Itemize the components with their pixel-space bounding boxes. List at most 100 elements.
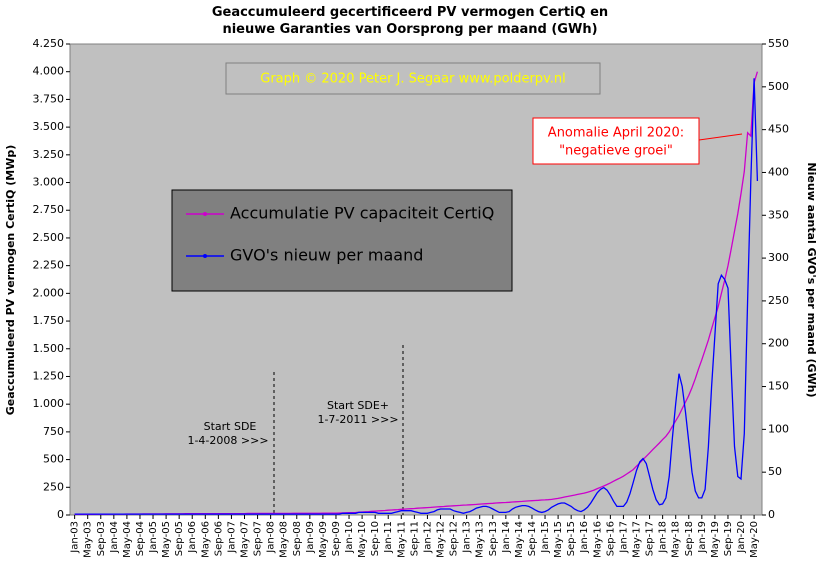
y2-tick-label: 200 (768, 337, 789, 350)
y-tick-label: 1.750 (33, 314, 65, 327)
x-tick-label: May-11 (396, 521, 407, 558)
x-tick-label: Sep-17 (645, 521, 656, 556)
y2-tick-label: 0 (768, 508, 775, 521)
x-tick-label: May-10 (357, 521, 368, 558)
x-tick-label: May-08 (279, 521, 290, 558)
chart-title: Geaccumuleerd gecertificeerd PV vermogen… (212, 5, 608, 20)
anomaly-arrow (698, 133, 743, 141)
x-tick-label: Sep-18 (684, 521, 695, 556)
y-tick-label: 3.000 (33, 176, 65, 189)
legend-swatch (203, 212, 207, 216)
y-tick-label: 4.250 (33, 37, 65, 50)
y2-tick-label: 300 (768, 251, 789, 264)
x-tick-label: Jan-03 (70, 521, 81, 554)
y-tick-label: 1.000 (33, 397, 65, 410)
x-tick-label: Jan-20 (736, 521, 747, 554)
anomaly-label: Anomalie April 2020: (548, 126, 684, 141)
x-tick-label: May-13 (475, 521, 486, 558)
x-tick-label: May-14 (514, 521, 525, 558)
x-tick-label: Sep-12 (449, 521, 460, 556)
y2-tick-label: 250 (768, 294, 789, 307)
sde-plus-label: 1-7-2011 >>> (317, 413, 398, 426)
y-tick-label: 0 (57, 508, 64, 521)
sde-label: Start SDE (204, 420, 257, 433)
y2-tick-label: 100 (768, 422, 789, 435)
legend-swatch (203, 254, 207, 258)
y-tick-label: 2.000 (33, 286, 65, 299)
credit: Graph © 2020 Peter J. Segaar www.polderp… (260, 72, 565, 87)
x-tick-label: May-19 (710, 521, 721, 558)
x-tick-label: May-15 (553, 521, 564, 558)
sde-label: 1-4-2008 >>> (187, 434, 268, 447)
x-tick-label: Sep-15 (566, 521, 577, 556)
x-tick-label: Jan-14 (501, 521, 512, 554)
y-tick-label: 2.750 (33, 203, 65, 216)
x-tick-label: May-18 (671, 521, 682, 558)
y2-tick-label: 50 (768, 465, 782, 478)
x-tick-label: Jan-12 (422, 521, 433, 554)
x-tick-label: May-12 (436, 521, 447, 558)
x-tick-label: Jan-19 (697, 521, 708, 554)
y-axis-label: Geaccumuleerd PV vermogen CertiQ (MWp) (4, 145, 17, 416)
x-tick-label: May-20 (749, 521, 760, 558)
x-tick-label: May-09 (318, 521, 329, 558)
x-tick-label: Jan-09 (305, 521, 316, 554)
y-tick-label: 250 (43, 480, 64, 493)
y2-tick-label: 450 (768, 123, 789, 136)
x-tick-label: Jan-07 (226, 521, 237, 554)
sde-plus-label: Start SDE+ (327, 399, 389, 412)
anomaly-label: "negatieve groei" (559, 144, 673, 159)
credit-box (225, 62, 601, 95)
y2-tick-label: 350 (768, 208, 789, 221)
anomaly-box (532, 117, 700, 165)
x-tick-label: Jan-10 (344, 521, 355, 554)
x-tick-label: Sep-07 (253, 521, 264, 556)
x-tick-label: Jan-04 (109, 521, 120, 554)
x-tick-label: Sep-19 (723, 521, 734, 556)
y-tick-label: 1.250 (33, 369, 65, 382)
y2-tick-label: 400 (768, 165, 789, 178)
x-tick-label: Sep-16 (605, 521, 616, 556)
x-tick-label: May-16 (592, 521, 603, 558)
x-tick-label: Jan-05 (148, 521, 159, 554)
y2-tick-label: 500 (768, 80, 789, 93)
x-tick-label: May-06 (200, 521, 211, 558)
x-tick-label: May-03 (83, 521, 94, 558)
x-tick-label: Sep-11 (409, 521, 420, 556)
y2-axis-label: Nieuw aantal GVO's per maand (GWh) (805, 162, 818, 397)
chart-subtitle: nieuwe Garanties van Oorsprong per maand… (222, 22, 597, 37)
y-tick-label: 3.500 (33, 120, 65, 133)
series-line (74, 78, 759, 515)
y-tick-label: 3.750 (33, 92, 65, 105)
y-tick-label: 750 (43, 425, 64, 438)
x-tick-label: Sep-09 (331, 521, 342, 556)
x-tick-label: Jan-08 (266, 521, 277, 554)
x-tick-label: May-05 (161, 521, 172, 558)
legend-label: GVO's nieuw per maand (230, 246, 423, 265)
x-tick-label: Jan-06 (187, 521, 198, 554)
x-tick-label: Sep-13 (488, 521, 499, 556)
y-tick-label: 500 (43, 453, 64, 466)
y-tick-label: 2.500 (33, 231, 65, 244)
x-tick-label: Sep-10 (370, 521, 381, 556)
y-tick-label: 1.500 (33, 342, 65, 355)
x-tick-label: Sep-14 (527, 521, 538, 556)
x-tick-label: Sep-05 (174, 521, 185, 556)
x-tick-label: Jan-13 (462, 521, 473, 554)
legend-label: Accumulatie PV capaciteit CertiQ (230, 204, 494, 223)
x-tick-label: Jan-11 (383, 521, 394, 554)
x-tick-label: Jan-16 (579, 521, 590, 554)
x-tick-label: May-07 (240, 521, 251, 558)
x-tick-label: Jan-18 (658, 521, 669, 554)
y-tick-label: 2.250 (33, 259, 65, 272)
x-tick-label: Jan-17 (618, 521, 629, 554)
legend (171, 189, 513, 292)
y2-tick-label: 550 (768, 37, 789, 50)
x-tick-label: Sep-08 (292, 521, 303, 556)
x-tick-label: Sep-06 (213, 521, 224, 556)
x-tick-label: May-04 (122, 521, 133, 558)
x-tick-label: Jan-15 (540, 521, 551, 554)
y-tick-label: 4.000 (33, 65, 65, 78)
x-tick-label: May-17 (632, 521, 643, 558)
